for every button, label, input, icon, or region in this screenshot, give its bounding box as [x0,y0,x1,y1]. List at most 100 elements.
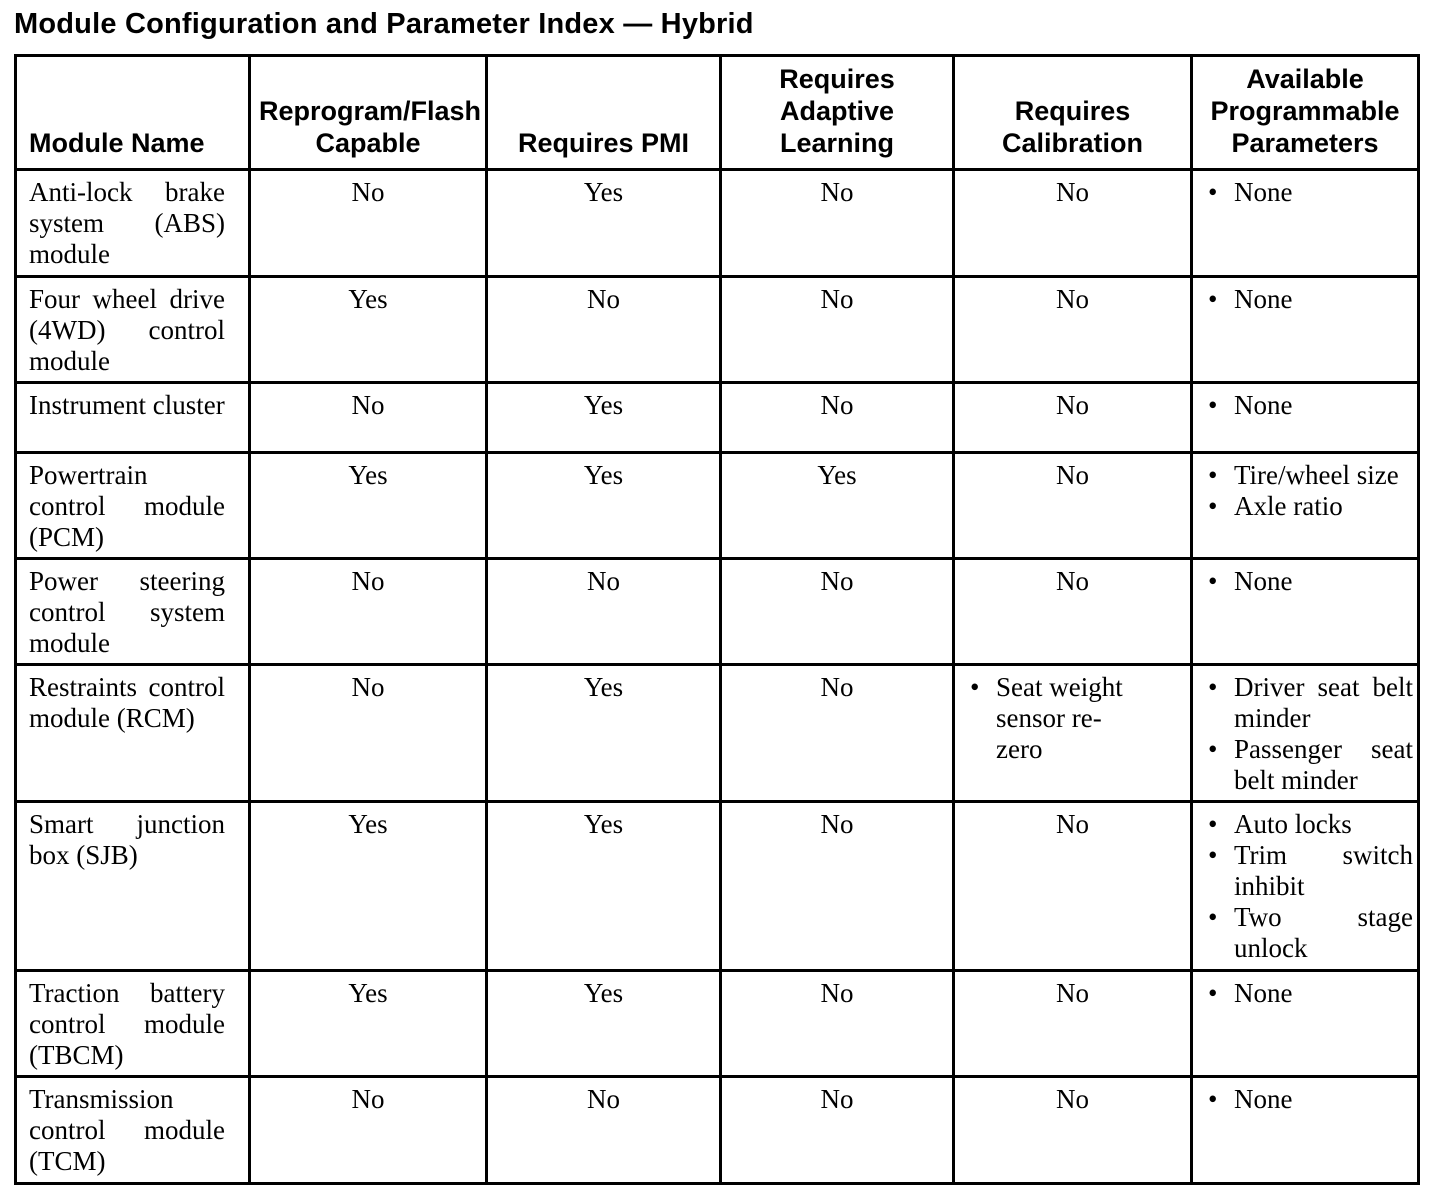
module-name-cell: Smart junction box (SJB) [14,800,251,972]
column-header-reprogram-flash-capable: Reprogram/Flash Capable [248,54,488,171]
parameter-item: Driver seat belt minder [1208,672,1413,734]
requires-calibration-cell: No [952,451,1193,560]
module-name-cell: Transmission control module (TCM) [14,1075,251,1185]
parameter-item: None [1208,390,1413,421]
requires-calibration-cell: No [952,1075,1193,1185]
column-header-module-name: Module Name [14,54,251,171]
reprogram-flash-capable-cell: No [248,663,488,803]
page-title: Module Configuration and Parameter Index… [14,8,754,40]
reprogram-flash-capable-cell: No [248,557,488,666]
programmable-parameters-cell: None [1190,275,1420,384]
requires-pmi-cell: Yes [485,663,722,803]
reprogram-flash-capable-cell: No [248,1075,488,1185]
requires-calibration-cell: Seat weight sensor re-zero [952,663,1193,803]
module-name-cell: Power steering control system module [14,557,251,666]
requires-adaptive-learning-cell: No [719,1075,955,1185]
requires-pmi-cell: Yes [485,168,722,278]
programmable-parameters-cell: Tire/wheel size Axle ratio [1190,451,1420,560]
module-name-cell: Powertrain control module (PCM) [14,451,251,560]
requires-calibration-cell: No [952,381,1193,454]
reprogram-flash-capable-cell: Yes [248,275,488,384]
requires-pmi-cell: No [485,275,722,384]
calibration-item-text: Seat weight sensor re-zero [996,672,1123,764]
requires-pmi-cell: No [485,557,722,666]
requires-adaptive-learning-cell: No [719,381,955,454]
column-header-requires-pmi: Requires PMI [485,54,722,171]
parameter-item-text: None [1234,390,1293,420]
parameter-item: None [1208,1084,1413,1115]
parameter-item: Auto locks [1208,809,1413,840]
parameter-item: None [1208,566,1413,597]
requires-adaptive-learning-cell: No [719,663,955,803]
column-header-available-programmable-parameters: Available Programmable Parameters [1190,54,1420,171]
table-row: Anti-lock brake system (ABS) module No Y… [14,168,1420,278]
programmable-parameters-cell: None [1190,557,1420,666]
parameter-item: None [1208,978,1413,1009]
table-row: Powertrain control module (PCM) Yes Yes … [14,451,1420,560]
module-name-cell: Traction battery control module (TBCM) [14,969,251,1078]
requires-calibration-cell: No [952,557,1193,666]
requires-pmi-cell: Yes [485,451,722,560]
requires-adaptive-learning-cell: No [719,275,955,384]
parameter-item: Axle ratio [1208,491,1413,522]
parameter-item: Trim switch inhibit [1208,840,1413,902]
parameter-item: Two stage unlock [1208,902,1413,964]
header-row: Module Name Reprogram/Flash Capable Requ… [14,54,1420,171]
table-row: Restraints control module (RCM) No Yes N… [14,663,1420,803]
module-name-cell: Four wheel drive (4WD) control module [14,275,251,384]
parameter-item: Passenger seat belt minder [1208,734,1413,796]
programmable-parameters-cell: None [1190,168,1420,278]
parameter-item-text: Driver seat belt minder [1234,672,1413,733]
parameter-item: Tire/wheel size [1208,460,1413,491]
requires-calibration-cell: No [952,275,1193,384]
module-configuration-table: Module Name Reprogram/Flash Capable Requ… [14,54,1420,1185]
parameter-item-text: Passenger seat belt minder [1234,734,1413,795]
requires-adaptive-learning-cell: No [719,168,955,278]
programmable-parameters-cell: Auto locks Trim switch inhibit Two stage… [1190,800,1420,972]
table-row: Instrument cluster No Yes No No None [14,381,1420,454]
parameter-item-text: Tire/wheel size [1234,460,1399,490]
requires-adaptive-learning-cell: No [719,800,955,972]
requires-adaptive-learning-cell: Yes [719,451,955,560]
column-header-requires-adaptive-learning: Requires Adaptive Learning [719,54,955,171]
reprogram-flash-capable-cell: Yes [248,800,488,972]
requires-adaptive-learning-cell: No [719,969,955,1078]
parameter-item-text: Axle ratio [1234,491,1343,521]
parameter-item-text: Auto locks [1234,809,1352,839]
module-name-cell: Instrument cluster [14,381,251,454]
table-row: Transmission control module (TCM) No No … [14,1075,1420,1185]
requires-pmi-cell: Yes [485,381,722,454]
requires-pmi-cell: Yes [485,800,722,972]
table-row: Four wheel drive (4WD) control module Ye… [14,275,1420,384]
requires-calibration-cell: No [952,800,1193,972]
reprogram-flash-capable-cell: No [248,168,488,278]
requires-calibration-cell: No [952,969,1193,1078]
reprogram-flash-capable-cell: Yes [248,969,488,1078]
module-name-cell: Anti-lock brake system (ABS) module [14,168,251,278]
parameter-item-text: Two stage unlock [1234,902,1413,963]
programmable-parameters-cell: Driver seat belt minder Passenger seat b… [1190,663,1420,803]
programmable-parameters-cell: None [1190,1075,1420,1185]
table-row: Power steering control system module No … [14,557,1420,666]
requires-adaptive-learning-cell: No [719,557,955,666]
parameter-item: None [1208,284,1413,315]
reprogram-flash-capable-cell: No [248,381,488,454]
reprogram-flash-capable-cell: Yes [248,451,488,560]
requires-pmi-cell: Yes [485,969,722,1078]
parameter-item-text: None [1234,177,1293,207]
column-header-requires-calibration: Requires Calibration [952,54,1193,171]
table-row: Smart junction box (SJB) Yes Yes No No A… [14,800,1420,972]
parameter-item-text: None [1234,566,1293,596]
parameter-item: None [1208,177,1413,208]
requires-pmi-cell: No [485,1075,722,1185]
table-row: Traction battery control module (TBCM) Y… [14,969,1420,1078]
programmable-parameters-cell: None [1190,381,1420,454]
parameter-item-text: None [1234,284,1293,314]
requires-calibration-cell: No [952,168,1193,278]
module-name-cell: Restraints control module (RCM) [14,663,251,803]
programmable-parameters-cell: None [1190,969,1420,1078]
parameter-item-text: None [1234,1084,1293,1114]
calibration-item: Seat weight sensor re-zero [970,672,1186,765]
parameter-item-text: None [1234,978,1293,1008]
